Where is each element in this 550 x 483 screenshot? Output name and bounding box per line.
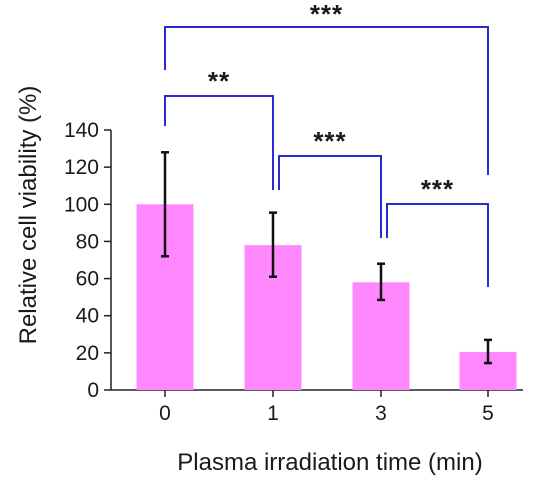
significance-bracket — [278, 155, 382, 238]
y-tick-label: 40 — [76, 305, 99, 328]
x-tick-label: 5 — [482, 402, 494, 425]
significance-label: ** — [208, 66, 230, 96]
y-tick-label: 80 — [76, 230, 99, 253]
significance-label: *** — [313, 126, 346, 156]
y-tick-label: 120 — [64, 156, 99, 179]
significance-bracket — [164, 26, 489, 175]
y-tick-label: 60 — [76, 268, 99, 291]
x-tick-label: 1 — [267, 402, 279, 425]
y-tick-label: 140 — [64, 119, 99, 142]
y-axis-title: Relative cell viability (%) — [15, 86, 42, 345]
significance-bracket — [164, 95, 274, 190]
significance-label: *** — [421, 174, 454, 204]
x-axis-title: Plasma irradiation time (min) — [177, 449, 482, 476]
x-tick-label: 0 — [159, 402, 171, 425]
y-tick-label: 100 — [64, 193, 99, 216]
significance-label: *** — [310, 0, 343, 29]
y-tick-label: 20 — [76, 342, 99, 365]
y-tick-label: 0 — [87, 379, 99, 402]
significance-bracket — [386, 203, 489, 287]
x-tick-label: 3 — [375, 402, 387, 425]
